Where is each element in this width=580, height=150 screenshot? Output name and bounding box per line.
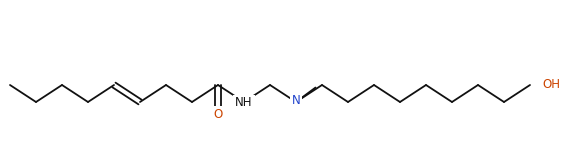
Text: OH: OH — [542, 78, 560, 92]
Text: NH: NH — [235, 96, 253, 110]
Text: N: N — [292, 94, 300, 108]
Text: O: O — [213, 108, 223, 120]
